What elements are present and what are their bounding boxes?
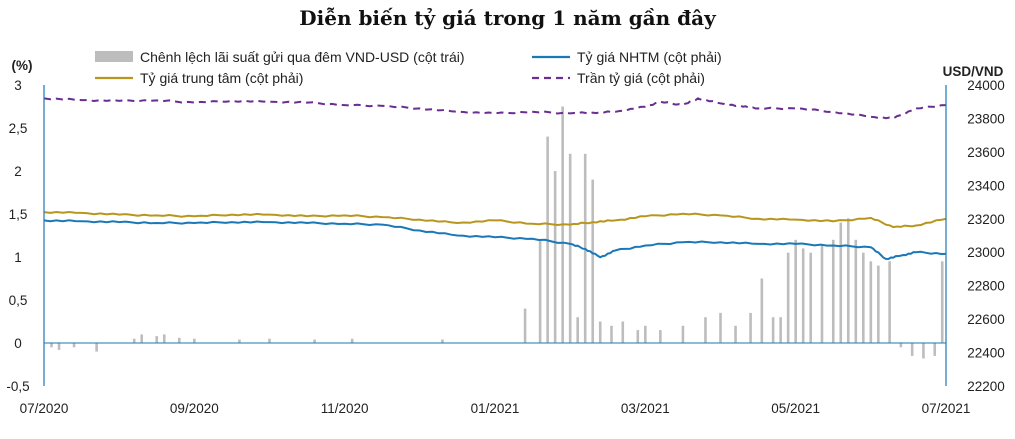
spread-bar — [523, 308, 527, 343]
spread-bar — [910, 343, 914, 356]
spread-bar — [786, 252, 790, 343]
x-tick-label: 07/2020 — [20, 401, 69, 416]
spread-bar — [820, 244, 824, 343]
spread-bar — [888, 261, 891, 343]
spread-bar — [760, 278, 764, 343]
central-line — [43, 210, 947, 229]
spread-bar — [636, 330, 640, 343]
spread-bar — [846, 218, 850, 343]
ceiling-line — [43, 97, 947, 120]
x-tick-label: 05/2021 — [771, 401, 820, 416]
spread-bar — [193, 338, 196, 343]
spread-bar — [644, 325, 647, 343]
spread-bar — [869, 261, 873, 343]
spread-bar — [568, 153, 572, 343]
spread-bar — [704, 317, 707, 343]
spread-bar — [801, 248, 805, 343]
left-tick-label: -0,5 — [6, 379, 29, 394]
spread-bar — [771, 317, 775, 343]
spread-bar — [162, 334, 166, 343]
x-tick-label: 09/2020 — [170, 401, 219, 416]
legend-label: Chênh lệch lãi suất gửi qua đêm VND-USD … — [140, 49, 465, 65]
axes: -0,5 0 0,5 1 1,5 2 2,5 3 (%) 22200 22400 22600 22800… — [6, 58, 1004, 416]
legend-label: Tỷ giá trung tâm (cột phải) — [140, 70, 303, 86]
spread-bar — [749, 312, 752, 343]
spread-bar — [268, 338, 271, 343]
spread-bar — [591, 179, 595, 343]
left-unit-label: (%) — [12, 58, 33, 73]
left-tick-label: 0 — [14, 336, 22, 351]
right-tick-label: 22600 — [967, 312, 1005, 327]
left-tick-label: 0,5 — [9, 293, 28, 308]
x-tick-label: 01/2021 — [471, 401, 520, 416]
spread-bar — [922, 343, 925, 359]
left-tick-label: 1 — [14, 250, 22, 265]
spread-bar — [50, 343, 53, 348]
legend-item-nhtm: Tỷ giá NHTM (cột phải) — [532, 49, 722, 65]
legend-item-central: Tỷ giá trung tâm (cột phải) — [95, 70, 303, 86]
spread-bar — [862, 252, 865, 343]
spread-bar — [598, 321, 602, 343]
spread-bar — [57, 343, 61, 350]
right-tick-label: 23000 — [967, 245, 1005, 260]
right-tick-label: 24000 — [967, 78, 1005, 93]
spread-bar — [538, 239, 542, 343]
spread-bar — [779, 317, 782, 343]
spread-bar — [132, 338, 136, 343]
left-tick-label: 1,5 — [9, 207, 28, 222]
spread-bar — [681, 325, 685, 343]
spread-bar — [238, 339, 241, 343]
right-tick-label: 23800 — [967, 111, 1005, 126]
spread-bar — [95, 343, 98, 352]
spread-bar — [809, 252, 812, 343]
left-tick-label: 2,5 — [9, 121, 28, 136]
nhtm-line — [43, 219, 947, 261]
spread-bar — [734, 325, 737, 343]
spread-bar — [621, 321, 625, 343]
spread-bar — [178, 337, 181, 343]
right-tick-label: 23600 — [967, 145, 1005, 160]
right-tick-label: 22800 — [967, 279, 1005, 294]
legend-label: Trần tỷ giá (cột phải) — [577, 70, 705, 86]
x-tick-label: 11/2020 — [321, 401, 369, 416]
spread-bar — [933, 343, 937, 356]
left-tick-label: 3 — [14, 78, 22, 93]
x-tick-label: 03/2021 — [621, 401, 670, 416]
right-tick-label: 22200 — [967, 379, 1005, 394]
x-tick-label: 07/2021 — [922, 401, 971, 416]
spread-bar — [719, 312, 722, 343]
spread-bar — [610, 325, 613, 343]
spread-bar — [831, 239, 835, 343]
legend-item-spread: Chênh lệch lãi suất gửi qua đêm VND-USD … — [95, 49, 465, 65]
spread-bar — [839, 222, 843, 343]
spread-bar — [553, 171, 557, 343]
spread-bar — [659, 330, 662, 343]
right-tick-label: 22400 — [967, 346, 1005, 361]
legend-label: Tỷ giá NHTM (cột phải) — [577, 49, 722, 65]
right-unit-label: USD/VND — [943, 64, 1004, 79]
spread-bar — [350, 338, 354, 343]
spread-bar — [854, 239, 858, 343]
chart-title: Diễn biến tỷ giá trong 1 năm gần đây — [299, 6, 716, 30]
right-tick-label: 23400 — [967, 178, 1005, 193]
legend: Chênh lệch lãi suất gửi qua đêm VND-USD … — [95, 49, 722, 86]
spread-bar — [313, 339, 316, 343]
spread-bar — [441, 339, 444, 343]
legend-swatch — [95, 51, 133, 62]
spread-bar — [140, 334, 144, 343]
spread-bar — [576, 317, 579, 343]
left-tick-label: 2 — [14, 164, 22, 179]
spread-bar — [899, 343, 903, 348]
spread-bar — [877, 265, 880, 343]
spread-bar — [155, 336, 159, 343]
spread-bar — [940, 261, 944, 343]
spread-bar — [72, 343, 76, 348]
legend-item-ceiling: Trần tỷ giá (cột phải) — [532, 70, 705, 86]
plot-area — [43, 97, 947, 359]
right-tick-label: 23200 — [967, 212, 1005, 227]
spread-bar — [794, 239, 797, 343]
